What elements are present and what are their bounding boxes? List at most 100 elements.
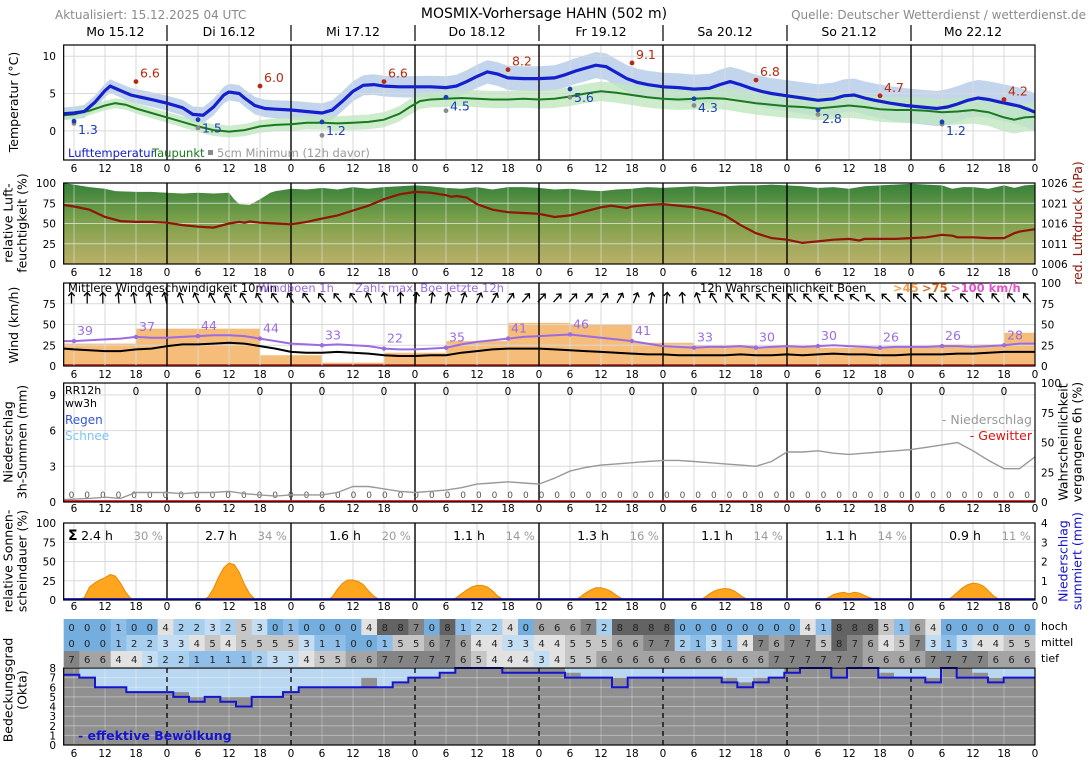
okta-value: 6 [867,655,873,666]
sun-day-pct: 16 % [630,529,659,543]
okta-value: 1 [115,623,121,634]
label: 6 [71,601,78,613]
label: 12 [98,369,111,381]
rr12h-value: 0 [133,386,140,398]
okta-cell-hoch [439,619,456,635]
okta-cell-mittel [533,635,550,651]
ww3h-caption: ww3h [65,397,97,410]
min-temp-dot [691,96,697,102]
okta-cell-mittel [471,635,488,651]
label: 12 [222,601,235,613]
okta-value: 5 [585,655,591,666]
label: 12 [718,748,731,760]
okta-cell-mittel [909,635,926,651]
label: 12 [718,163,731,175]
sun-day-pct: 14 % [878,529,907,543]
label: 12 [98,503,111,515]
label: 12 [470,748,483,760]
label: 18 [253,267,266,279]
label: 0 [1032,369,1039,381]
gust-max-dot [877,345,883,350]
okta-value: 0 [726,623,732,634]
okta-value: 8 [867,623,873,634]
okta-cell-mittel [784,635,801,651]
okta-cell-tief [737,651,754,667]
gust-max-dot [567,332,573,337]
ww3h-symbol: 0 [601,491,607,501]
okta-cell-hoch [627,619,644,635]
okta-value: 0 [789,623,795,634]
ww3h-symbol: 0 [288,491,294,501]
okta-cell-hoch [737,619,754,635]
label: 12 [718,601,731,613]
label: 12 [594,748,607,760]
label: 18 [377,369,390,381]
min-temp-label: 5.6 [574,90,594,105]
okta-value: 3 [303,639,309,650]
effective-cloud-line [63,667,1035,708]
okta-cell-hoch [800,619,817,635]
okta-value: 6 [758,655,764,666]
wind-direction-arrow [176,291,184,304]
row-label-tief: tief [1041,652,1060,665]
okta-cell-mittel [753,635,770,651]
ww3h-symbol: 0 [257,491,263,501]
okta-value: 7 [382,655,388,666]
okta-value: 7 [397,655,403,666]
label: 18 [253,163,266,175]
max-temp-dot [133,79,139,84]
ww3h-symbol: 0 [539,491,545,501]
okta-value: 6 [617,639,623,650]
okta-value: 6 [84,655,90,666]
okta-cell-tief [298,651,315,667]
okta-cell-hoch [392,619,409,635]
label: 6 [195,503,202,515]
wind-direction-arrow [755,293,766,303]
okta-value: 7 [758,639,764,650]
okta-value: 7 [961,655,967,666]
ww3h-symbol: 0 [351,491,357,501]
legend-eff-cloud: - effektive Bewölkung [78,728,232,743]
wind-mean-line [63,341,1035,357]
ww3h-symbol: 0 [821,491,827,501]
label: 0 [1032,748,1039,760]
okta-value: 6 [366,655,372,666]
ww3h-symbol: 0 [131,491,137,501]
label: 12 [346,369,359,381]
label: 18 [997,267,1010,279]
sun-day-sum: 0.9 h [949,528,981,543]
ww3h-symbol: 0 [633,491,639,501]
wind-p45-caption: >45 [893,281,919,295]
label: 12 [842,601,855,613]
wind-direction-arrow [223,292,232,304]
source-credit: Quelle: Deutscher Wetterdienst / wetterd… [791,8,1086,22]
label: 6 [195,369,202,381]
okta-value: 2 [194,623,200,634]
okta-cell-tief [314,651,331,667]
okta-cell-tief [345,651,362,667]
day-label: Mo 15.12 [86,24,144,39]
okta-cell-tief [815,651,832,667]
label: 18 [377,748,390,760]
label: 0 [784,748,791,760]
gust-max-dot [133,334,139,340]
label: 12 [98,267,111,279]
okta-cell-mittel [690,635,707,651]
wind-direction-arrow [521,293,531,303]
label: 0 [412,601,419,613]
okta-cell-hoch [361,619,378,635]
min-temp-label: 1.2 [946,123,966,138]
y-tick: 2 [1041,557,1048,569]
y-tick: 75 [43,537,56,549]
label: 18 [749,748,762,760]
okta-value: 3 [538,655,544,666]
label: 6 [939,267,946,279]
label: 0 [412,748,419,760]
label: 0 [164,601,171,613]
okta-cell-tief [674,651,691,667]
okta-cell-hoch [674,619,691,635]
max-temp-label: 4.2 [1008,84,1028,99]
label: 18 [749,601,762,613]
okta-cell-tief [95,651,112,667]
label: 12 [346,748,359,760]
